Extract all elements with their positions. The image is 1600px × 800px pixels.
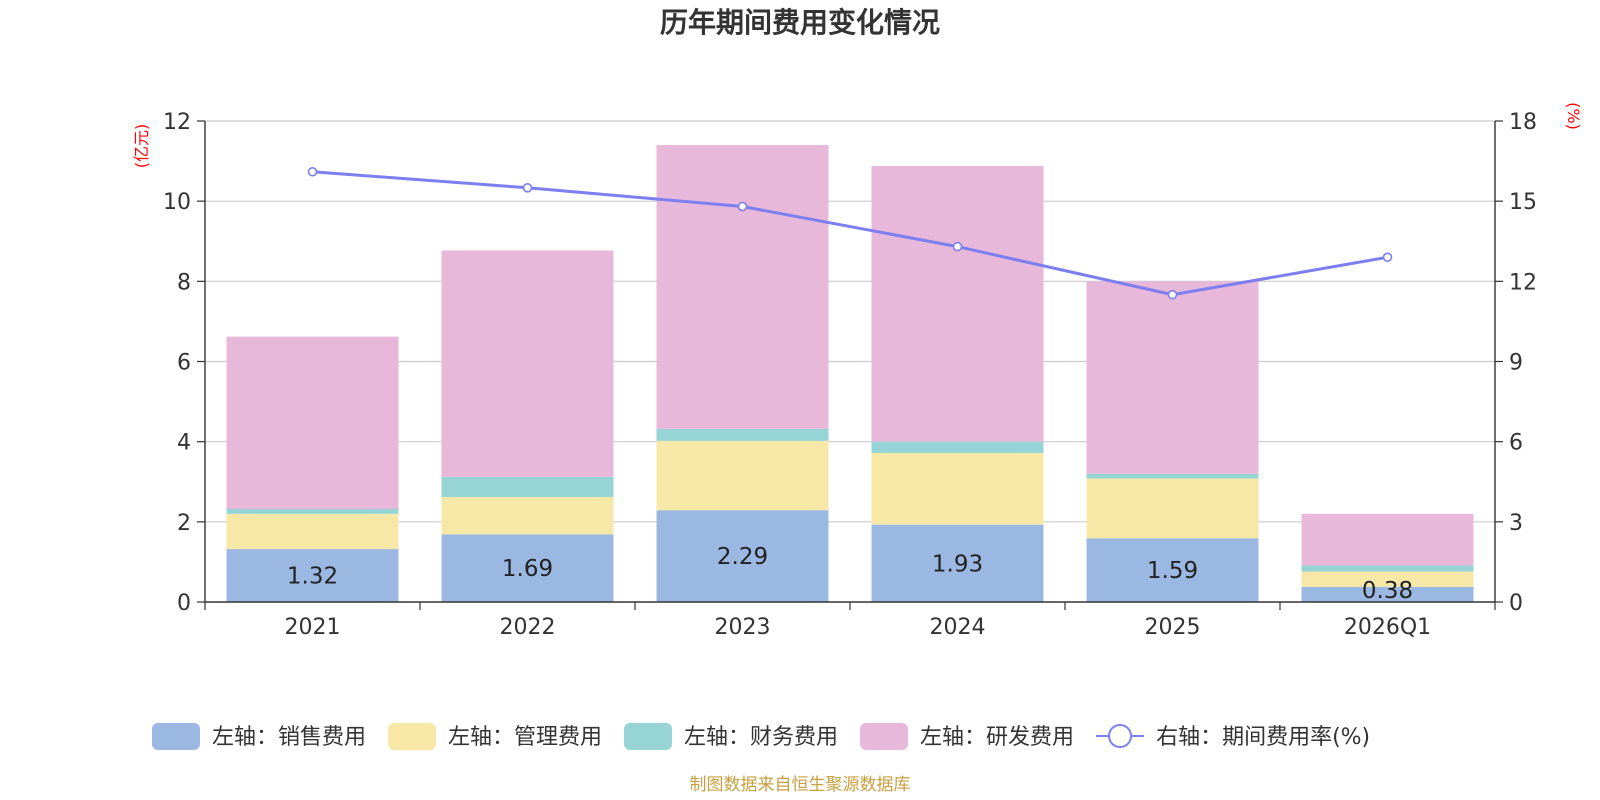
rate-point (307, 166, 318, 177)
x-tick-label: 2022 (500, 615, 556, 640)
source-note: 制图数据来自恒生聚源数据库 (690, 775, 911, 795)
legend-label: 左轴：管理费用 (448, 725, 602, 750)
bar-segment (656, 510, 829, 602)
legend-circle-swatch (1108, 724, 1133, 748)
bar-segment (226, 549, 399, 602)
x-tick-label: 2025 (1145, 615, 1201, 640)
legend: 左轴：销售费用 左轴：管理费用 左轴：财务费用 左轴：研发费用 右轴：期间费用率(%) (152, 723, 1370, 750)
bar-segment (1086, 538, 1259, 602)
y-left-tick-label: 12 (163, 110, 191, 135)
legend-swatch (624, 723, 673, 750)
bar-segment (1301, 586, 1474, 602)
rate-point (1167, 289, 1178, 300)
bar-segment (656, 440, 829, 511)
bar-segment (1301, 571, 1474, 587)
bar-segment (1301, 513, 1474, 566)
bar-value-label: 1.59 (1147, 558, 1198, 584)
bar-value-label: 0.38 (1362, 578, 1413, 604)
y-left-tick-label: 10 (163, 190, 191, 215)
bar-segment (441, 250, 614, 477)
legend-swatch (860, 723, 909, 750)
bar-segment (226, 513, 399, 550)
bar-segment (656, 145, 829, 429)
bar-segment (441, 496, 614, 535)
bar-segment (1086, 473, 1259, 479)
rate-line-path (312, 170, 1388, 297)
x-tick-label: 2026Q1 (1344, 615, 1431, 640)
legend-label: 右轴：期间费用率(%) (1156, 725, 1370, 750)
chart-title: 历年期间费用变化情况 (660, 6, 940, 39)
y-right-tick-label: 15 (1509, 190, 1537, 215)
bar-value-label: 1.32 (287, 564, 338, 590)
bar-segment (1086, 281, 1259, 474)
legend-label: 左轴：销售费用 (212, 725, 366, 750)
bar-segment (871, 441, 1044, 453)
grid-lines (205, 120, 1495, 523)
y-left-tick-label: 6 (177, 351, 191, 376)
bar-segment (226, 336, 399, 510)
y-left-unit: (亿元) (132, 124, 151, 169)
x-tick-label: 2024 (930, 615, 986, 640)
y-right-tick-label: 6 (1509, 431, 1523, 456)
legend-label: 左轴：财务费用 (684, 725, 838, 750)
bar-segment (441, 534, 614, 602)
y-left-tick-label: 0 (177, 591, 191, 616)
axes: 0 2 4 6 8 10 12 0 3 6 9 12 15 18 2021 2022 2023 2024 2025 2… (163, 110, 1537, 640)
y-right-tick-label: 18 (1509, 110, 1537, 135)
y-left-tick-label: 4 (177, 431, 191, 456)
y-right-tick-label: 9 (1509, 351, 1523, 376)
y-right-tick-label: 3 (1509, 511, 1523, 536)
bar-value-label: 1.69 (502, 556, 553, 582)
y-right-tick-label: 12 (1509, 270, 1537, 295)
y-left-tick-label: 8 (177, 270, 191, 295)
legend-swatch (388, 723, 437, 750)
bar-segment (1086, 478, 1259, 539)
rate-point (737, 201, 748, 212)
bar-segment (871, 452, 1044, 525)
bars (226, 145, 1474, 602)
bar-value-label: 1.93 (932, 551, 983, 577)
y-left-tick-label: 2 (177, 511, 191, 536)
rate-point (1382, 252, 1393, 263)
rate-point (522, 183, 533, 193)
y-right-unit: (%) (1564, 102, 1583, 130)
rate-line (307, 166, 1393, 300)
bar-value-label: 2.29 (717, 544, 768, 570)
bar-segment (226, 509, 399, 514)
rate-point (952, 241, 963, 252)
bar-segment (871, 165, 1044, 442)
y-right-tick-label: 0 (1509, 591, 1523, 616)
bar-segment (1301, 565, 1474, 572)
bar-labels: 1.32 1.69 2.29 1.93 1.59 0.38 (287, 544, 1413, 604)
x-tick-label: 2021 (285, 615, 341, 640)
legend-swatch (152, 723, 200, 750)
bar-segment (871, 524, 1044, 602)
x-tick-label: 2023 (715, 615, 771, 640)
bar-segment (656, 428, 829, 441)
legend-label: 左轴：研发费用 (920, 725, 1074, 750)
bar-segment (441, 476, 614, 497)
